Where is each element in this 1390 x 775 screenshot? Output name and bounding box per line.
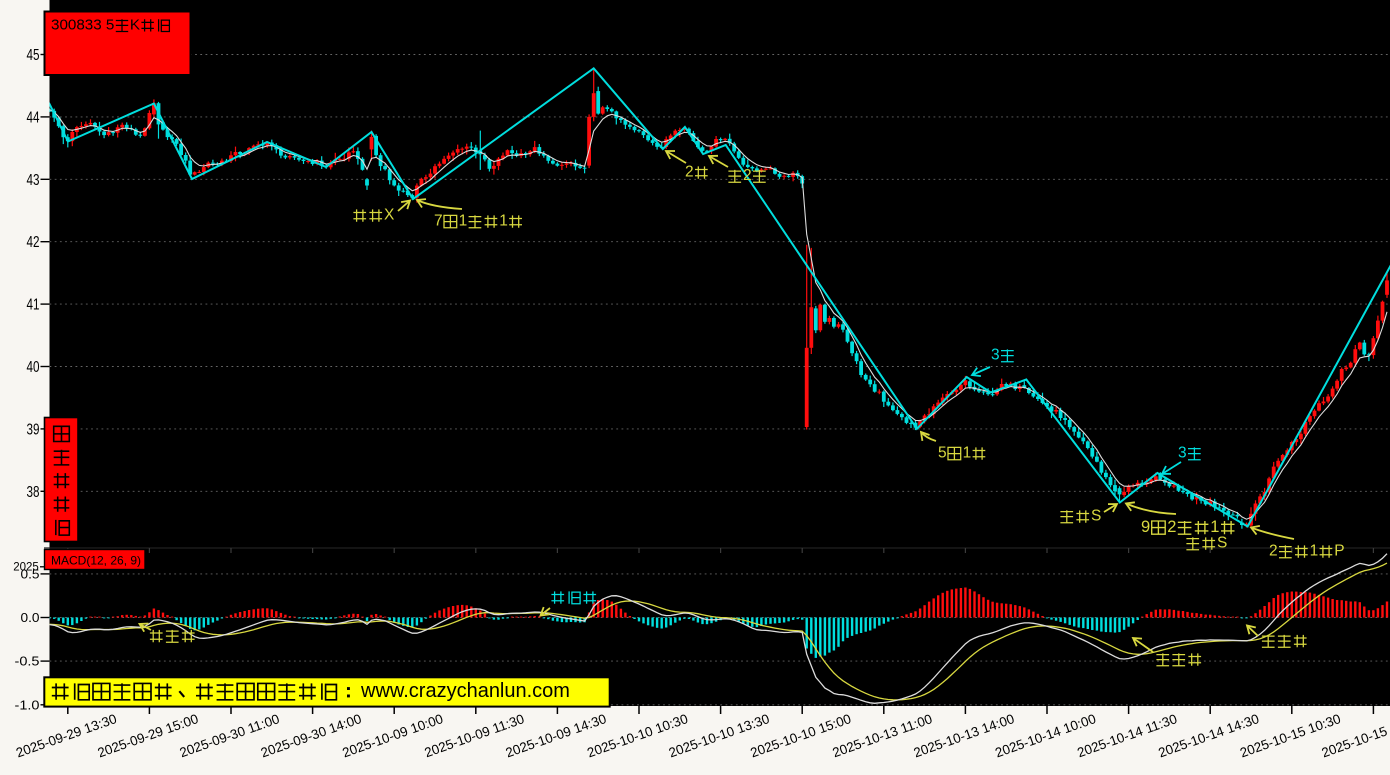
svg-text:1: 1 — [499, 213, 508, 230]
svg-text:2: 2 — [1167, 518, 1176, 536]
svg-text:K: K — [130, 17, 140, 34]
svg-text:2: 2 — [743, 167, 752, 184]
svg-text:2025: 2025 — [13, 562, 39, 574]
svg-text:41: 41 — [27, 297, 40, 314]
svg-text:40: 40 — [27, 359, 40, 376]
svg-text:44: 44 — [27, 109, 40, 126]
svg-text:3: 3 — [1178, 445, 1187, 462]
svg-text:9: 9 — [1141, 518, 1150, 536]
svg-text:43: 43 — [27, 172, 40, 189]
svg-text:S: S — [1217, 535, 1227, 552]
svg-text:0.0: 0.0 — [21, 611, 40, 625]
svg-text:5: 5 — [938, 445, 947, 462]
svg-text:S: S — [1091, 508, 1101, 525]
svg-text:38: 38 — [27, 484, 40, 501]
svg-text:7: 7 — [434, 213, 443, 230]
svg-text:X: X — [384, 207, 395, 224]
svg-text:-0.5: -0.5 — [15, 655, 40, 669]
svg-text:42: 42 — [27, 234, 40, 251]
svg-text:MACD(12, 26, 9): MACD(12, 26, 9) — [51, 554, 141, 568]
svg-text:1: 1 — [459, 213, 468, 230]
svg-text:-1.0: -1.0 — [15, 698, 40, 712]
svg-text:P: P — [1334, 543, 1344, 560]
svg-text:3: 3 — [991, 347, 1000, 364]
svg-text:1: 1 — [1210, 518, 1219, 536]
svg-text:300833 5: 300833 5 — [51, 17, 114, 34]
svg-text:2: 2 — [1269, 543, 1278, 560]
svg-text:2: 2 — [685, 164, 694, 181]
svg-text:45: 45 — [27, 47, 40, 64]
svg-text:1: 1 — [963, 445, 972, 462]
svg-text:1: 1 — [1310, 543, 1319, 560]
svg-text:0.5: 0.5 — [21, 567, 40, 581]
svg-text:www.crazychanlun.com: www.crazychanlun.com — [360, 680, 570, 702]
svg-text:39: 39 — [27, 421, 40, 438]
